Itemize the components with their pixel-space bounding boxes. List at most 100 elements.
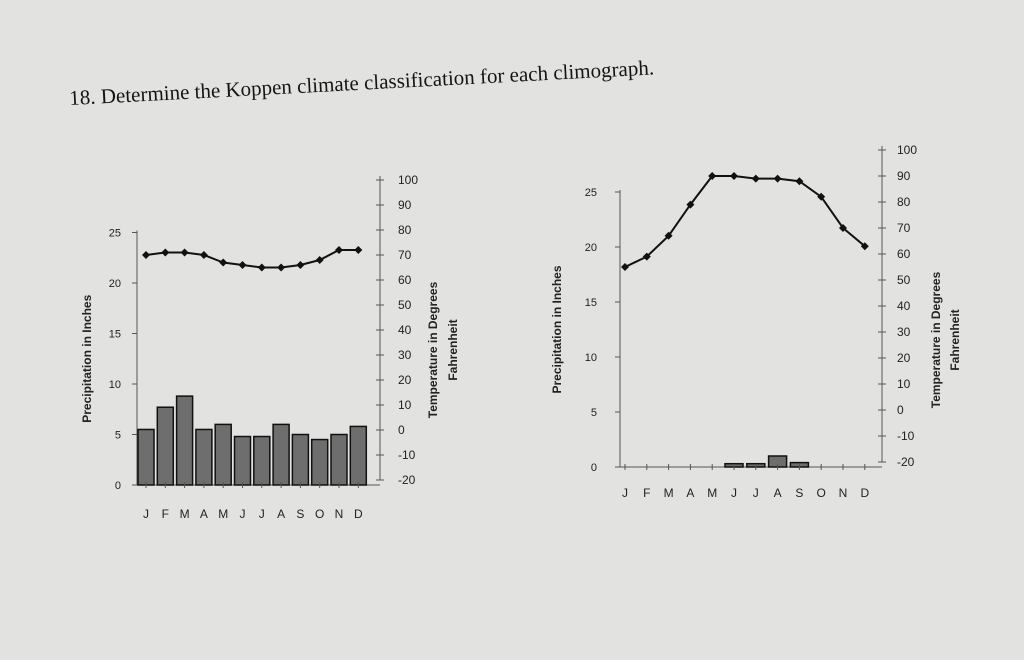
precip-bar: [291, 433, 310, 486]
precip-tick-label: 20: [585, 242, 597, 254]
temp-tick-label: 10: [398, 398, 412, 412]
precip-tick-label: 0: [115, 480, 121, 492]
precip-tick-label: 5: [591, 407, 597, 419]
month-label: O: [817, 486, 826, 500]
precip-bar: [214, 423, 232, 486]
temp-tick-label: 20: [398, 373, 412, 387]
precip-tick-label: 10: [109, 379, 121, 391]
temp-line: [145, 249, 359, 269]
month-label: A: [277, 507, 285, 521]
temp-tick-label: 60: [897, 247, 911, 261]
temp-point: [238, 261, 247, 269]
temp-tick-label: 10: [897, 377, 911, 391]
month-label: S: [795, 486, 803, 500]
temp-line: [624, 175, 866, 268]
month-label: A: [774, 486, 782, 500]
month-label: A: [200, 507, 208, 521]
temp-tick-label: 70: [897, 221, 911, 235]
temp-tick-label: 100: [897, 143, 917, 157]
temp-tick-label: -20: [398, 473, 416, 487]
temp-tick-label: 80: [398, 223, 412, 237]
temp-point: [315, 256, 324, 264]
month-label: N: [335, 507, 344, 521]
temp-tick-label: 30: [398, 348, 412, 362]
temp-tick-label: 90: [897, 169, 911, 183]
temp-point: [335, 246, 343, 254]
month-label: N: [839, 486, 848, 500]
precip-bar: [349, 425, 368, 486]
temp-point: [664, 231, 673, 240]
precip-tick-label: 15: [585, 297, 597, 309]
temp-point: [773, 174, 782, 183]
temp-axis-title-line2: Fahrenheit: [446, 319, 460, 380]
month-label: S: [296, 507, 304, 521]
precip-tick-label: 10: [585, 352, 597, 364]
temp-point: [199, 251, 208, 259]
month-label: J: [143, 507, 149, 521]
temp-tick-label: 20: [897, 351, 911, 365]
month-label: F: [643, 486, 650, 500]
precip-bar: [330, 433, 348, 486]
temp-tick-label: 60: [398, 273, 412, 287]
precip-tick-label: 5: [115, 430, 121, 442]
temp-point: [180, 248, 189, 257]
temp-tick-label: -10: [897, 429, 915, 443]
climograph-1: 0 5 10 15 20 25 Precipitation in Inches -20 -10 0…: [80, 173, 460, 521]
precip-bar: [272, 423, 290, 486]
temp-axis-title-line1: Temperature in Degrees: [929, 271, 943, 408]
month-label: J: [731, 486, 737, 500]
month-label: M: [707, 486, 717, 500]
temp-tick-label: 70: [398, 248, 412, 262]
temp-point: [795, 177, 804, 186]
temp-point: [142, 251, 150, 259]
month-label: J: [259, 507, 265, 521]
month-label: J: [753, 486, 759, 500]
temp-tick-label: 50: [398, 298, 412, 312]
precip-bar: [233, 435, 252, 486]
temp-tick-label: 80: [897, 195, 911, 209]
precip-tick-label: 25: [109, 228, 121, 240]
month-label: M: [218, 507, 228, 521]
temp-tick-label: 0: [398, 423, 405, 437]
precip-tick-label: 25: [585, 187, 597, 199]
temp-tick-label: -20: [897, 455, 915, 469]
month-label: J: [240, 507, 246, 521]
climograph-2: 0 5 10 15 20 25 Precipitation in Inches -20 -10 0…: [550, 143, 962, 500]
temp-tick-label: 40: [398, 323, 412, 337]
month-label: F: [162, 507, 169, 521]
temp-point: [621, 263, 629, 271]
precip-tick-label: 15: [109, 329, 121, 341]
precip-bar: [253, 435, 271, 486]
temp-tick-label: 40: [897, 299, 911, 313]
temp-point: [354, 246, 363, 254]
precip-axis-title: Precipitation in Inches: [80, 294, 94, 422]
temp-point: [751, 174, 760, 183]
temp-axis-title-line2: Fahrenheit: [948, 309, 962, 370]
temp-point: [817, 192, 826, 201]
precip-bar: [195, 428, 213, 486]
precip-bar: [175, 395, 194, 486]
month-label: M: [180, 507, 190, 521]
temp-point: [161, 248, 170, 257]
month-label: A: [686, 486, 694, 500]
temp-point: [642, 252, 651, 261]
temp-point: [708, 172, 717, 180]
temp-point: [219, 258, 228, 267]
temp-tick-label: 0: [897, 403, 904, 417]
temp-point: [730, 172, 738, 180]
month-label: J: [622, 486, 628, 500]
temp-tick-label: -10: [398, 448, 416, 462]
temp-point: [277, 263, 286, 272]
precip-bar: [310, 438, 329, 486]
temp-point: [860, 242, 869, 251]
month-label: D: [354, 507, 363, 521]
precip-tick-label: 0: [591, 462, 597, 474]
temp-point: [839, 224, 847, 232]
temp-tick-label: 90: [398, 198, 412, 212]
temp-tick-label: 100: [398, 173, 418, 187]
temp-axis-title-line1: Temperature in Degrees: [426, 281, 440, 418]
precip-bar: [137, 428, 155, 486]
precip-bar: [156, 406, 175, 486]
month-label: O: [315, 507, 324, 521]
